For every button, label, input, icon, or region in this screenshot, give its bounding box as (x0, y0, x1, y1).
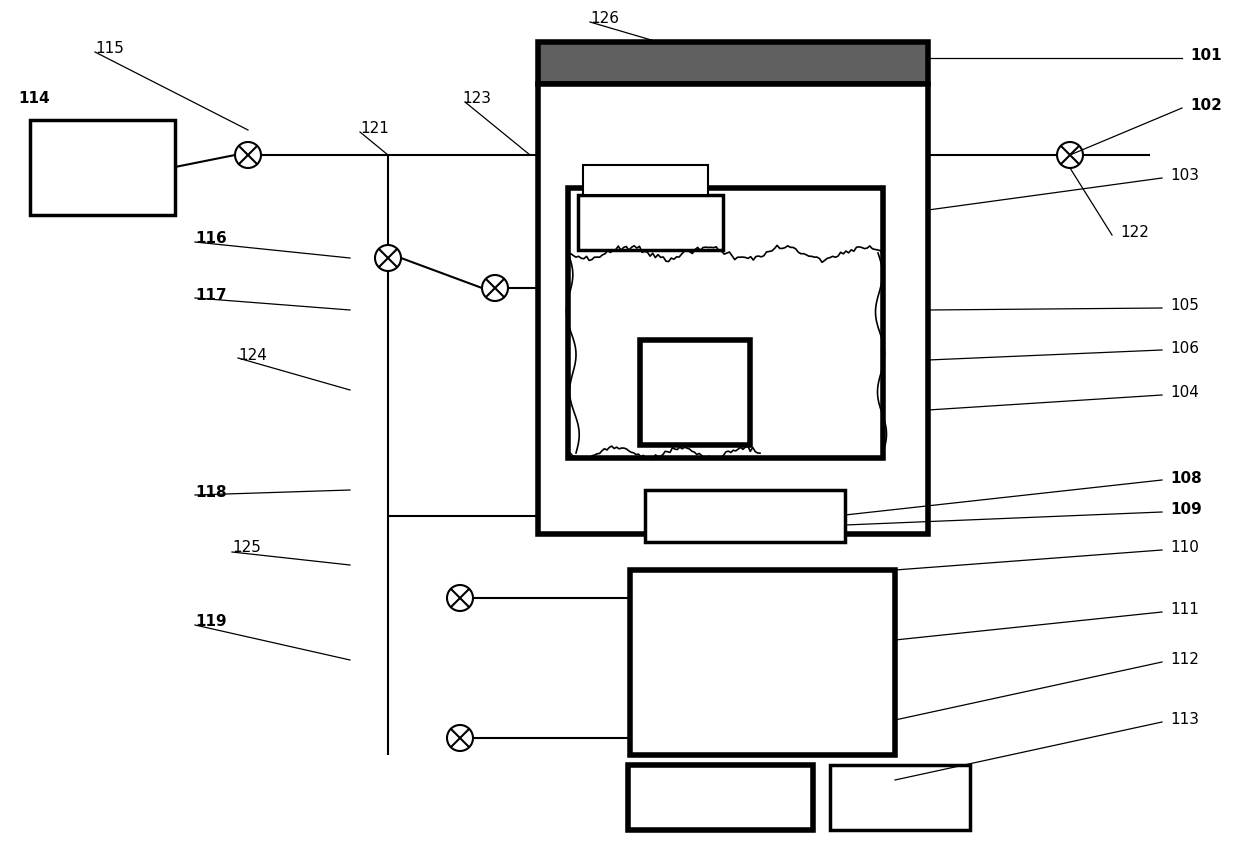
Text: 117: 117 (195, 288, 227, 302)
Text: 123: 123 (463, 91, 491, 105)
Bar (538, 84, 928, 534)
Text: 126: 126 (590, 10, 619, 25)
Bar (538, 42, 928, 84)
Text: 111: 111 (1171, 603, 1199, 617)
Bar (30, 120, 175, 215)
Text: 113: 113 (1171, 712, 1199, 728)
Text: 103: 103 (1171, 167, 1199, 183)
Text: 125: 125 (232, 541, 260, 555)
Text: 101: 101 (1190, 48, 1221, 63)
Text: 124: 124 (238, 347, 267, 363)
Text: 105: 105 (1171, 297, 1199, 312)
Bar (568, 188, 883, 458)
Bar (578, 195, 723, 250)
Bar (583, 165, 708, 195)
Text: 104: 104 (1171, 385, 1199, 400)
Bar (830, 765, 970, 830)
Text: 110: 110 (1171, 541, 1199, 555)
Bar (627, 765, 813, 830)
Text: 116: 116 (195, 230, 227, 245)
Text: 106: 106 (1171, 340, 1199, 356)
Text: 108: 108 (1171, 470, 1202, 486)
Text: 118: 118 (195, 485, 227, 499)
Text: 119: 119 (195, 615, 227, 629)
Text: 109: 109 (1171, 503, 1202, 518)
Text: 102: 102 (1190, 98, 1221, 113)
Bar (630, 570, 895, 755)
Text: 122: 122 (1120, 224, 1149, 239)
Text: 121: 121 (360, 121, 389, 136)
Bar (645, 490, 844, 542)
Bar (640, 340, 750, 445)
Text: 114: 114 (19, 91, 50, 105)
Text: 115: 115 (95, 41, 124, 55)
Text: 112: 112 (1171, 653, 1199, 667)
